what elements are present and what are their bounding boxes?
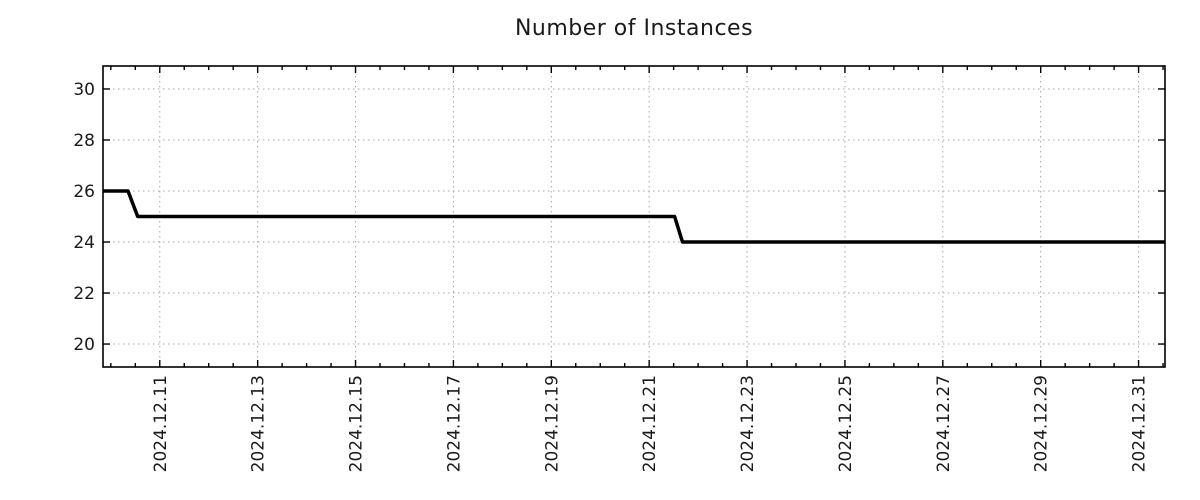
x-tick-label: 2024.12.15: [347, 375, 367, 472]
y-tick-label: 24: [73, 233, 95, 253]
x-tick-label: 2024.12.23: [738, 375, 758, 472]
series-line-instances: [103, 189, 1165, 244]
y-tick-label: 30: [73, 80, 95, 100]
y-tick-label: 28: [73, 131, 95, 151]
x-tick-label: 2024.12.21: [640, 375, 660, 472]
x-tick-label: 2024.12.27: [934, 375, 954, 472]
x-tick-label: 2024.12.11: [151, 375, 171, 472]
x-tick-label: 2024.12.29: [1032, 375, 1052, 472]
x-tick-label: 2024.12.19: [542, 375, 562, 472]
plot-border: [102, 65, 1166, 368]
x-tick-label: 2024.12.25: [836, 375, 856, 472]
x-tick-label: 2024.12.13: [249, 375, 269, 472]
y-tick-label: 20: [73, 335, 95, 355]
y-tick-label: 26: [73, 182, 95, 202]
x-tick-label: 2024.12.31: [1130, 375, 1150, 472]
x-tick-label: 2024.12.17: [444, 375, 464, 472]
chart-title: Number of Instances: [514, 16, 754, 41]
y-tick-label: 22: [73, 284, 95, 304]
